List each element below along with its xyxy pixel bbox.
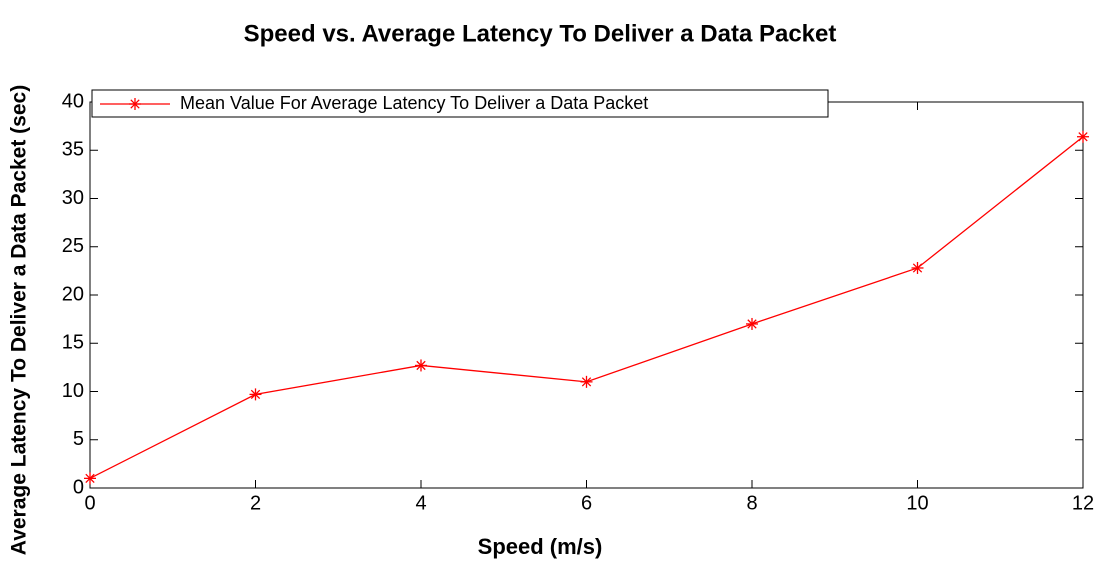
legend-label: Mean Value For Average Latency To Delive… bbox=[180, 93, 648, 113]
y-tick-label: 15 bbox=[62, 332, 84, 354]
marker-stroke bbox=[912, 263, 923, 273]
marker-stroke bbox=[416, 360, 426, 371]
marker-stroke bbox=[747, 319, 757, 329]
x-tick-label: 10 bbox=[906, 492, 928, 514]
x-tick-label: 6 bbox=[581, 492, 592, 514]
data-point bbox=[249, 388, 262, 401]
marker-stroke bbox=[85, 473, 95, 484]
data-point bbox=[415, 359, 427, 372]
plot-frame bbox=[89, 101, 1084, 489]
marker-stroke bbox=[581, 377, 592, 387]
data-line bbox=[89, 136, 1084, 479]
data-point bbox=[1077, 130, 1089, 143]
data-point bbox=[911, 261, 924, 274]
marker-stroke bbox=[250, 389, 261, 400]
marker-stroke bbox=[130, 99, 140, 109]
data-point bbox=[746, 317, 758, 330]
legend-box bbox=[91, 89, 829, 118]
y-tick-label: 10 bbox=[62, 380, 84, 402]
legend-marker bbox=[129, 98, 141, 110]
x-tick-label: 0 bbox=[84, 492, 95, 514]
y-tick-label: 30 bbox=[62, 187, 84, 209]
y-tick-label: 35 bbox=[62, 139, 84, 161]
y-tick-label: 20 bbox=[62, 283, 84, 305]
y-axis-label: Average Latency To Deliver a Data Packet… bbox=[8, 85, 31, 555]
data-point bbox=[84, 472, 96, 485]
y-tick-label: 5 bbox=[73, 428, 84, 450]
x-tick-label: 4 bbox=[415, 492, 426, 514]
marker-stroke bbox=[1078, 132, 1088, 142]
data-point bbox=[580, 375, 593, 388]
x-tick-label: 12 bbox=[1072, 492, 1094, 514]
x-axis-label: Speed (m/s) bbox=[478, 534, 603, 559]
y-tick-label: 40 bbox=[62, 90, 84, 112]
y-tick-label: 0 bbox=[73, 476, 84, 498]
y-tick-label: 25 bbox=[62, 235, 84, 257]
x-tick-label: 2 bbox=[250, 492, 261, 514]
chart-title: Speed vs. Average Latency To Deliver a D… bbox=[244, 20, 837, 47]
x-tick-label: 8 bbox=[746, 492, 757, 514]
